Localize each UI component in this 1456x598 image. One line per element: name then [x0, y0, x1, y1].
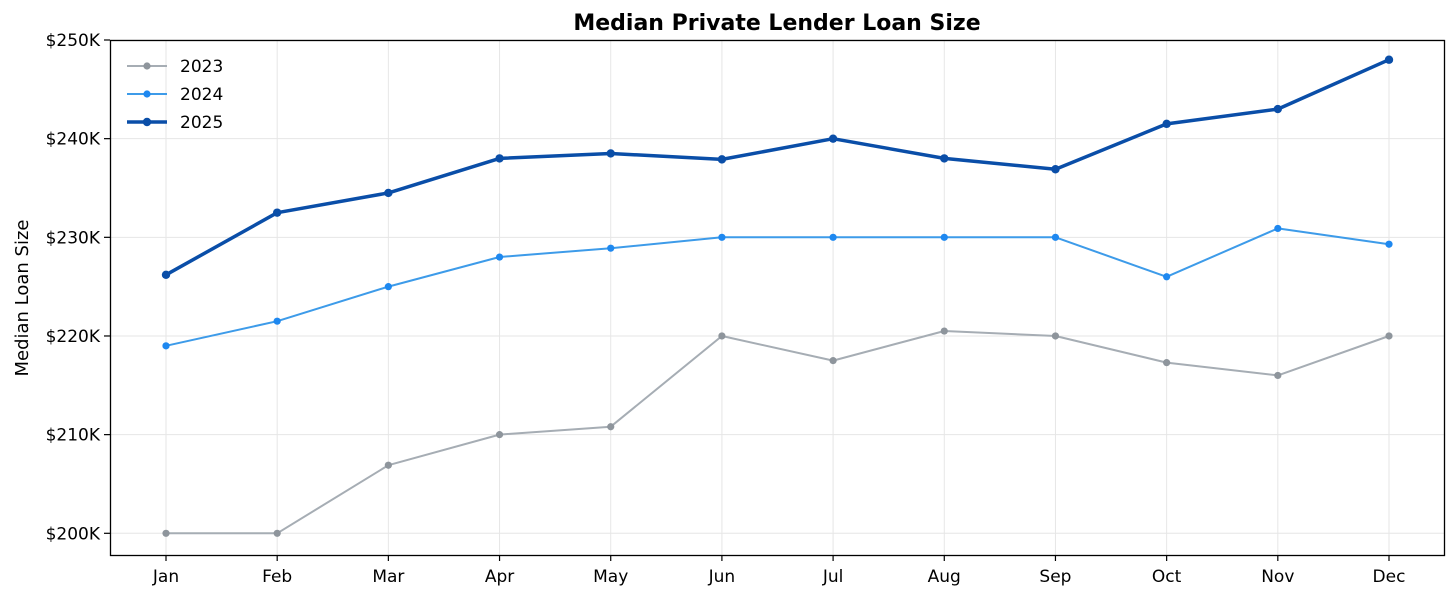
- legend-label: 2025: [180, 113, 223, 133]
- y-axis-label: Median Loan Size: [12, 219, 33, 376]
- data-point: [162, 342, 170, 350]
- legend-marker-icon: [143, 90, 151, 98]
- y-tick-label: $240K: [46, 130, 101, 150]
- data-point: [940, 327, 948, 335]
- data-point: [607, 423, 615, 431]
- x-tick-label: Jun: [708, 567, 736, 587]
- data-point: [495, 253, 504, 261]
- data-point: [718, 332, 726, 340]
- data-point: [1163, 359, 1171, 367]
- legend-item-2024: 2024: [127, 85, 223, 105]
- y-tick-label: $200K: [46, 524, 101, 544]
- x-tick-label: Sep: [1039, 567, 1071, 587]
- data-point: [273, 529, 281, 537]
- data-point: [1274, 224, 1282, 233]
- legend: 2023 2024 2025: [127, 57, 223, 133]
- data-point: [1274, 371, 1282, 380]
- data-point: [1051, 165, 1060, 174]
- series-line: [165, 58, 1390, 277]
- y-tick-label: $230K: [46, 228, 101, 248]
- legend-label: 2023: [180, 57, 223, 77]
- legend-label: 2024: [180, 85, 223, 105]
- legend-marker-icon: [143, 62, 151, 70]
- x-tick-label: Apr: [485, 567, 514, 587]
- chart-title: Median Private Lender Loan Size: [573, 11, 980, 36]
- x-tick-label: Aug: [928, 567, 961, 587]
- series-2025: [161, 55, 1394, 280]
- x-tick-label: Dec: [1373, 567, 1406, 587]
- legend-item-2023: 2023: [127, 57, 223, 77]
- data-point: [1051, 332, 1060, 340]
- x-tick-label: Oct: [1152, 567, 1182, 587]
- x-tick-label: Mar: [372, 567, 404, 587]
- series-line: [166, 330, 1390, 535]
- data-point: [829, 233, 837, 241]
- y-axis: $200K $210K $220K $230K $240K $250K: [46, 31, 110, 544]
- data-point: [828, 134, 838, 143]
- data-point: [272, 208, 282, 217]
- data-point: [1385, 240, 1393, 248]
- x-tick-label: Jul: [822, 567, 844, 587]
- data-point: [940, 154, 949, 163]
- data-point: [162, 529, 170, 537]
- x-tick-label: May: [593, 567, 628, 587]
- data-point: [384, 461, 392, 469]
- data-point: [384, 188, 393, 198]
- data-point: [829, 357, 837, 365]
- data-point: [1273, 104, 1283, 114]
- legend-item-2025: 2025: [127, 113, 223, 133]
- data-point: [161, 270, 171, 280]
- data-point: [1384, 55, 1394, 64]
- x-tick-label: Feb: [262, 567, 292, 587]
- data-point: [1385, 332, 1393, 340]
- legend-marker-icon: [142, 117, 152, 127]
- data-point: [607, 244, 615, 252]
- data-point: [495, 154, 504, 163]
- data-point: [495, 431, 504, 439]
- x-axis: Jan Feb Mar Apr May Jun Jul Aug Sep Oct Nov Dec: [152, 555, 1406, 587]
- series-layer: [161, 55, 1394, 537]
- data-point: [273, 317, 281, 325]
- y-tick-label: $210K: [46, 426, 101, 446]
- data-point: [717, 155, 727, 164]
- x-tick-label: Nov: [1261, 567, 1294, 587]
- data-point: [606, 149, 615, 158]
- data-point: [718, 233, 726, 241]
- grid-lines: [110, 39, 1444, 555]
- plot-frame: [109, 39, 1446, 557]
- x-tick-label: Jan: [152, 567, 179, 587]
- y-tick-label: $250K: [46, 31, 101, 51]
- data-point: [384, 283, 392, 291]
- data-point: [1051, 233, 1060, 241]
- series-2024: [162, 224, 1393, 350]
- series-2023: [162, 327, 1393, 537]
- y-tick-label: $220K: [46, 327, 101, 347]
- data-point: [940, 233, 948, 241]
- data-point: [1162, 119, 1171, 129]
- series-line: [165, 227, 1390, 347]
- data-point: [1163, 273, 1171, 281]
